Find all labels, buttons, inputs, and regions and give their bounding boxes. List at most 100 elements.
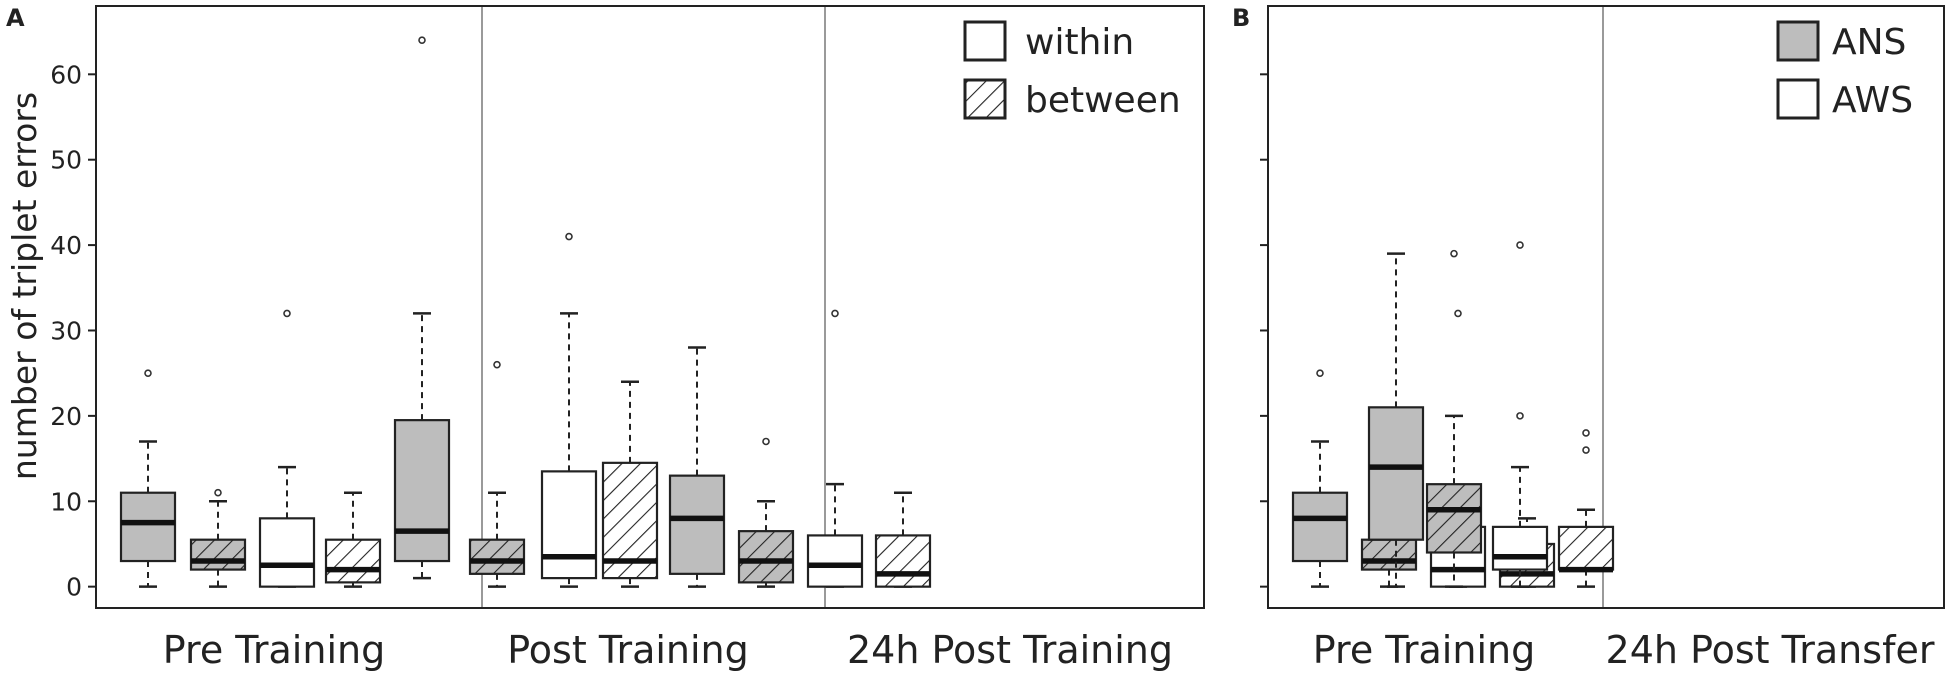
box-outline [258,517,316,588]
box-outline [540,470,598,580]
panel-b-frame [1267,5,1945,609]
box-outline [1291,491,1349,563]
y-tick-label: 20 [50,402,82,431]
box-aws-within [806,309,864,588]
y-tick-label: 0 [66,573,82,602]
box-hatch [470,539,524,574]
legend-label-within: within [1025,22,1134,63]
box-fill [1493,526,1547,570]
box-outline [324,538,382,584]
box-fill [808,535,862,587]
box-hatch [876,535,930,587]
panel-a-group-labels: Pre Training Post Training 24h Post Trai… [163,628,1173,672]
outlier-point [1316,369,1324,377]
box-outline [601,461,659,580]
box-outline [1367,406,1425,541]
box-outline [119,491,177,563]
box-fill [1293,492,1347,562]
outlier-point [144,369,152,377]
y-axis-label: number of triplet errors [5,92,44,480]
outlier-point [831,309,839,318]
panel-b-legend: ANS AWS [1776,20,1913,121]
outlier-point [1450,249,1458,258]
outlier-point [493,360,501,369]
box-hatch [1427,484,1481,553]
box-ans-within [1367,252,1425,588]
outlier-point [1582,429,1590,437]
group-label: Pre Training [163,628,385,672]
box-hatch [1559,526,1613,570]
panel-b-letter: B [1232,4,1250,32]
group-label: Post Training [507,628,749,672]
panel-b-boxes [1291,241,1615,588]
legend-label-ans: ANS [1832,22,1906,63]
box-aws-between [1557,429,1615,588]
box-outline [393,419,451,563]
outlier-point [1582,446,1590,454]
y-tick-label: 50 [50,146,82,175]
box-fill [121,492,175,562]
y-tick-label: 10 [50,487,82,516]
box-aws-within [1491,241,1549,588]
group-label: 24h Post Transfer [1606,628,1935,672]
box-hatch [326,539,380,583]
box-outline [806,534,864,588]
outlier-point [1454,309,1462,318]
box-outline [468,538,526,575]
y-axis-ticks: 0 10 20 30 40 50 60 [50,60,96,602]
y-tick-label: 40 [50,231,82,260]
y-tick-label: 60 [50,60,82,89]
box-hatch [1362,539,1416,570]
box-outline [189,538,247,571]
box-fill [260,518,314,587]
box-aws-between [874,491,932,588]
y-tick-label: 30 [50,316,82,345]
legend-label-aws: AWS [1832,80,1913,121]
legend-swatch-aws [1776,78,1820,120]
box-hatch [191,539,245,570]
outlier-point [214,488,222,497]
panel-b-group-labels: Pre Training 24h Post Transfer [1313,628,1935,672]
box-aws-between [601,380,659,588]
legend-label-between: between [1025,80,1181,121]
panel-a-group-separators [481,6,826,608]
box-aws-within [540,232,598,588]
panel-a-boxes [119,36,932,588]
box-outline [1425,483,1483,554]
outlier-point [565,232,573,241]
box-ans-between [1425,249,1483,588]
box-ans-within [1291,369,1349,588]
outlier-point [283,309,291,318]
box-outline [737,530,795,584]
box-outline [668,474,726,575]
box-fill [395,420,449,562]
outlier-point [762,437,770,446]
panel-b-tick-marks [1260,73,1268,588]
outlier-point [1516,241,1524,249]
box-fill [542,471,596,579]
panel-a-frame [95,5,1205,609]
group-label: Pre Training [1313,628,1535,672]
outlier-point [418,36,426,44]
legend-swatch-between [963,78,1007,120]
box-ans-within [393,36,451,580]
box-aws-within [258,309,316,588]
group-label: 24h Post Training [847,628,1173,672]
outlier-point [1516,412,1524,420]
box-ans-within [668,346,726,588]
box-hatch [739,531,793,583]
box-ans-between [468,360,526,588]
box-outline [1491,525,1549,571]
box-aws-between [324,491,382,588]
box-ans-between [189,488,247,588]
legend-swatch-within [963,20,1007,62]
box-fill [670,475,724,574]
box-ans-within [119,369,177,588]
box-fill [1369,407,1423,540]
box-outline [874,534,932,588]
panel-a-letter: A [6,4,25,32]
legend-swatch-ans [1776,20,1820,62]
panel-a-legend: within between [963,20,1181,121]
box-ans-between [737,437,795,588]
